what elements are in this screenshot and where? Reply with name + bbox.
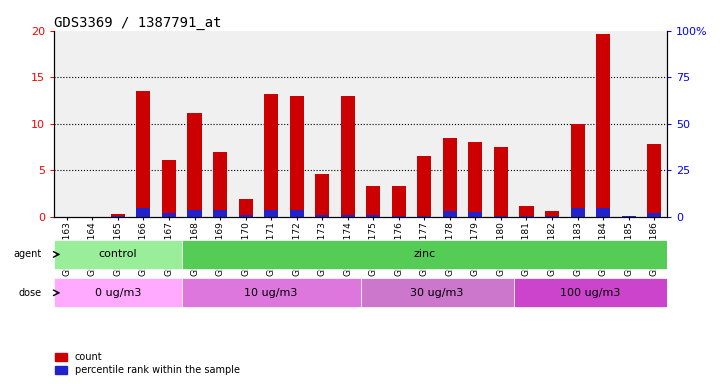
Bar bbox=[366, 215, 380, 217]
Bar bbox=[513, 278, 667, 308]
Bar bbox=[494, 216, 508, 217]
Bar bbox=[111, 214, 125, 217]
Bar bbox=[417, 156, 431, 217]
Bar bbox=[182, 278, 360, 308]
Bar bbox=[469, 142, 482, 217]
Bar bbox=[341, 96, 355, 217]
Text: zinc: zinc bbox=[413, 249, 435, 260]
Bar bbox=[239, 199, 252, 217]
Bar bbox=[341, 215, 355, 217]
Bar bbox=[392, 186, 406, 217]
Bar bbox=[545, 211, 559, 217]
Bar bbox=[264, 210, 278, 217]
Bar bbox=[162, 160, 176, 217]
Legend: count, percentile rank within the sample: count, percentile rank within the sample bbox=[56, 353, 240, 375]
Text: 30 ug/m3: 30 ug/m3 bbox=[410, 288, 464, 298]
Bar bbox=[596, 33, 610, 217]
Bar bbox=[213, 210, 227, 217]
Bar bbox=[187, 113, 202, 217]
Bar bbox=[469, 212, 482, 217]
Text: dose: dose bbox=[19, 288, 42, 298]
Bar bbox=[366, 186, 380, 217]
Bar bbox=[264, 94, 278, 217]
Bar bbox=[315, 174, 329, 217]
Bar bbox=[570, 209, 585, 217]
Text: 10 ug/m3: 10 ug/m3 bbox=[244, 288, 298, 298]
Bar bbox=[187, 210, 202, 217]
Bar bbox=[182, 240, 667, 269]
Bar bbox=[443, 138, 457, 217]
Text: 100 ug/m3: 100 ug/m3 bbox=[560, 288, 621, 298]
Bar bbox=[136, 208, 151, 217]
Text: GDS3369 / 1387791_at: GDS3369 / 1387791_at bbox=[54, 16, 221, 30]
Text: control: control bbox=[99, 249, 137, 260]
Text: agent: agent bbox=[14, 249, 42, 260]
Bar bbox=[290, 210, 304, 217]
Bar bbox=[417, 216, 431, 217]
Bar bbox=[360, 278, 513, 308]
Bar bbox=[519, 206, 534, 217]
Bar bbox=[596, 208, 610, 217]
Bar bbox=[290, 96, 304, 217]
Bar bbox=[239, 215, 252, 217]
Bar bbox=[315, 215, 329, 217]
Bar bbox=[162, 213, 176, 217]
Text: 0 ug/m3: 0 ug/m3 bbox=[94, 288, 141, 298]
Bar bbox=[54, 278, 182, 308]
Bar bbox=[213, 152, 227, 217]
Bar bbox=[443, 211, 457, 217]
Bar bbox=[494, 147, 508, 217]
Bar bbox=[136, 91, 151, 217]
Bar bbox=[647, 144, 661, 217]
Bar bbox=[54, 240, 182, 269]
Bar bbox=[647, 213, 661, 217]
Bar bbox=[392, 216, 406, 217]
Bar bbox=[570, 124, 585, 217]
